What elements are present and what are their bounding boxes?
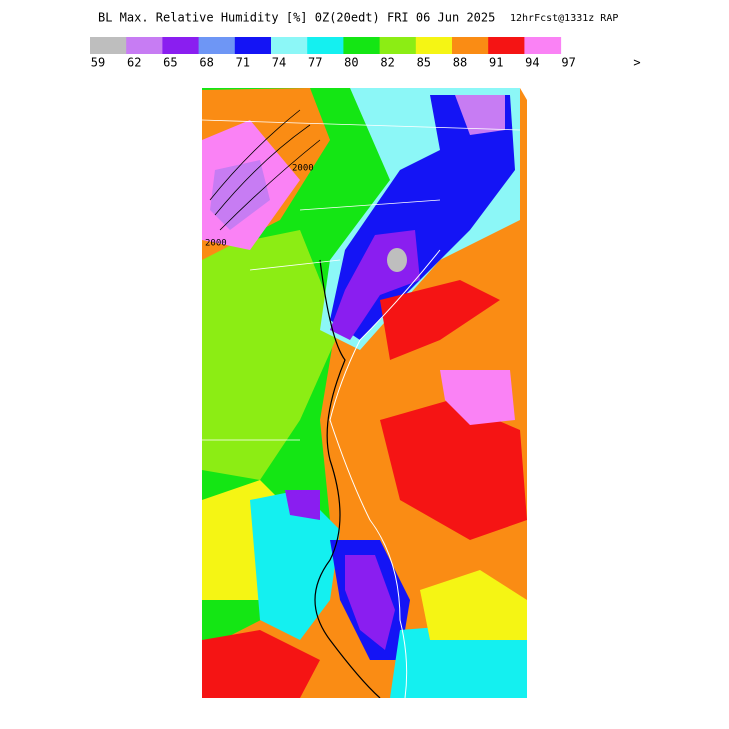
humidity-area: [345, 555, 395, 650]
legend-label: 65: [163, 56, 177, 70]
legend-swatch: [343, 37, 381, 54]
humidity-area: [387, 248, 407, 272]
legend-swatch: [234, 37, 272, 54]
legend-label: 59: [91, 56, 105, 70]
humidity-area: [455, 95, 505, 135]
humidity-area: [440, 370, 515, 425]
legend-swatch: [126, 37, 163, 54]
legend-label: 82: [380, 56, 394, 70]
legend-swatch: [488, 37, 525, 54]
contour-label: 2000: [205, 239, 227, 249]
legend-label: 71: [236, 56, 250, 70]
legend-label: 94: [525, 56, 539, 70]
legend-label: 80: [344, 56, 358, 70]
coastline: [329, 249, 441, 698]
legend-swatch: [415, 37, 453, 54]
map: [202, 88, 527, 698]
legend-label: 91: [489, 56, 503, 70]
legend-label: 77: [308, 56, 322, 70]
humidity-area: [210, 160, 270, 230]
legend-swatch: [524, 37, 562, 54]
legend-swatch: [379, 37, 417, 54]
humidity-area: [285, 490, 320, 520]
legend: 59 62 65 68 71 74 77 80 82 85 88 91 94 97 >: [90, 37, 641, 70]
legend-label: 62: [127, 56, 141, 70]
border-line: [314, 259, 381, 698]
legend-label: 85: [417, 56, 431, 70]
humidity-area: [250, 490, 340, 640]
legend-swatch: [162, 37, 200, 54]
legend-label: 97: [561, 56, 575, 70]
legend-swatch: [90, 37, 127, 54]
legend-swatch: [452, 37, 489, 54]
legend-swatch: [271, 37, 308, 54]
legend-label: 74: [272, 56, 286, 70]
legend-label: 68: [199, 56, 213, 70]
subtitle: 12hrFcst@1331z RAP: [510, 13, 618, 24]
contour-line: [209, 109, 321, 231]
humidity-area: [420, 570, 527, 640]
humidity-area: [380, 400, 527, 540]
humidity-area: [202, 630, 320, 698]
state-line: [202, 119, 521, 441]
humidity-area: [202, 230, 340, 480]
legend-swatch: [307, 37, 344, 54]
title: BL Max. Relative Humidity [%] 0Z(20edt) …: [98, 11, 495, 25]
legend-swatch: [198, 37, 236, 54]
legend-label: 88: [453, 56, 467, 70]
legend-overflow: >: [633, 56, 640, 70]
contour-label: 2000: [292, 164, 314, 174]
humidity-area: [380, 280, 500, 360]
